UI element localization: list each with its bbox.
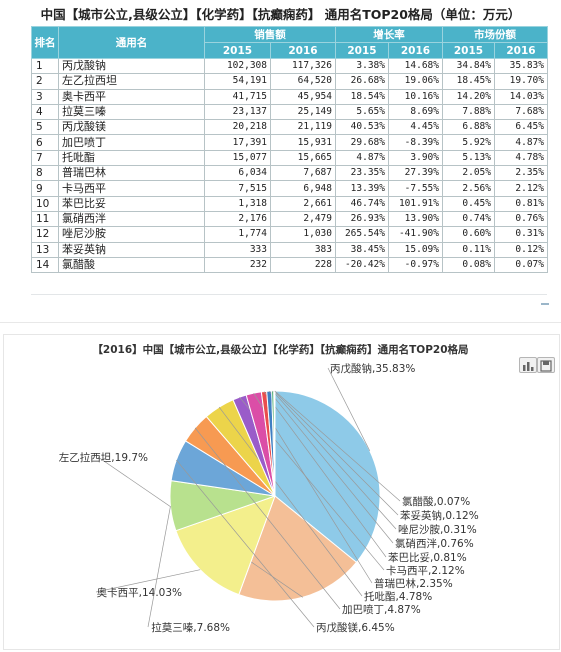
cell-name: 氯醋酸: [58, 256, 205, 274]
slice-label-1: 丙戊酸钠,35.83%: [330, 362, 415, 375]
table-row: 11 氯硝西泮 2,176 2,479 26.93% 13.90% 0.74% 0.76%: [31, 210, 548, 228]
slice-label-4: 拉莫三嗪,7.68%: [151, 621, 230, 634]
leader-line-5: [176, 459, 315, 628]
section-divider: [0, 322, 561, 323]
table-row: 3 奥卡西平 41,715 45,954 18.54% 10.16% 14.20% 14.03…: [31, 88, 548, 105]
header-share: 市场份额: [442, 26, 548, 43]
header-name: 通用名: [58, 26, 205, 59]
scroll-indicator-icon[interactable]: [541, 303, 549, 305]
leader-line-12: [272, 390, 397, 530]
header-sales: 销售额: [204, 26, 336, 43]
table-row: 7 托吡酯 15,077 15,665 4.87% 3.90% 5.13% 4.78%: [31, 149, 548, 167]
cell-name: 丙戊酸镁: [58, 119, 205, 136]
table-row: 13 苯妥英钠 333 383 38.45% 15.09% 0.11% 0.12%: [31, 241, 548, 258]
table-viewport[interactable]: 排名 通用名 销售额 增长率 市场份额 2015 2016 2015 2016 …: [0, 0, 561, 292]
table-row: 8 普瑞巴林 6,034 7,687 23.35% 27.39% 2.05% 2.35%: [31, 165, 548, 182]
slice-label-6: 加巴喷丁,4.87%: [342, 604, 421, 616]
cell-name: 丙戊酸钠: [58, 57, 205, 75]
leader-line-1: [327, 367, 371, 452]
bar-chart-toggle-icon[interactable]: [519, 357, 537, 373]
header-share-2016: 2016: [494, 42, 548, 59]
slice-label-5: 丙戊酸镁,6.45%: [316, 621, 395, 634]
slice-label-3: 奥卡西平,14.03%: [97, 586, 182, 599]
table-row: 10 苯巴比妥 1,318 2,661 46.74% 101.91% 0.45% 0.81%: [31, 195, 548, 212]
leader-line-14: [274, 390, 401, 502]
slice-label-12: 唑尼沙胺,0.31%: [398, 523, 477, 536]
header-sales-2016: 2016: [270, 42, 336, 59]
chart-title: 【2016】中国【城市公立,县级公立】【化学药】【抗癫痫药】通用名TOP20格局: [92, 344, 469, 356]
cell-sales2016: 228: [270, 256, 336, 274]
pie-slice-3[interactable]: [175, 495, 276, 596]
slice-label-7: 托吡酯,4.78%: [364, 590, 432, 603]
cell-share2016: 0.07%: [494, 256, 548, 274]
leader-line-3: [95, 569, 201, 593]
top20-table: 排名 通用名 销售额 增长率 市场份额 2015 2016 2015 2016 …: [31, 26, 548, 274]
slice-label-10: 苯巴比妥,0.81%: [388, 551, 467, 564]
slice-label-2: 左乙拉西坦,19.7%: [59, 451, 148, 464]
table-row: 1 丙戊酸钠 102,308 117,326 3.38% 14.68% 34.84% 35.8…: [31, 57, 548, 75]
pie-slice-1[interactable]: [274, 390, 381, 563]
leader-line-10: [263, 391, 387, 558]
table-body: 1 丙戊酸钠 102,308 117,326 3.38% 14.68% 34.84% 35.8…: [31, 57, 548, 274]
horizontal-scrollbar[interactable]: [31, 294, 547, 309]
leader-line-7: [218, 406, 363, 597]
cell-share2015: 0.08%: [442, 256, 495, 274]
slice-label-14: 氯醋酸,0.07%: [402, 495, 470, 508]
leader-line-13: [273, 390, 399, 516]
save-image-icon[interactable]: [537, 357, 555, 373]
table-row: 14 氯醋酸 232 228 -20.42% -0.97% 0.08% 0.07%: [31, 256, 548, 274]
leader-line-4: [147, 505, 171, 628]
header-growth-2015: 2015: [335, 42, 389, 59]
slice-label-11: 氯硝西泮,0.76%: [395, 537, 474, 550]
leader-line-6: [194, 427, 341, 610]
leader-line-11: [268, 390, 394, 544]
table-row: 12 唑尼沙胺 1,774 1,030 265.54% -41.90% 0.60% 0.31%: [31, 226, 548, 243]
header-share-2015: 2015: [442, 42, 495, 59]
table-row: 2 左乙拉西坦 54,191 64,520 26.68% 19.06% 18.45% 19.7…: [31, 73, 548, 90]
table-title: 中国【城市公立,县级公立】【化学药】【抗癫痫药】 通用名TOP20格局（单位：万…: [40, 7, 521, 22]
slice-label-13: 苯妥英钠,0.12%: [400, 509, 479, 522]
slice-label-9: 普瑞巴林,2.35%: [374, 577, 453, 590]
slice-label-8: 卡马西平,2.12%: [386, 564, 465, 577]
header-growth: 增长率: [335, 26, 443, 43]
